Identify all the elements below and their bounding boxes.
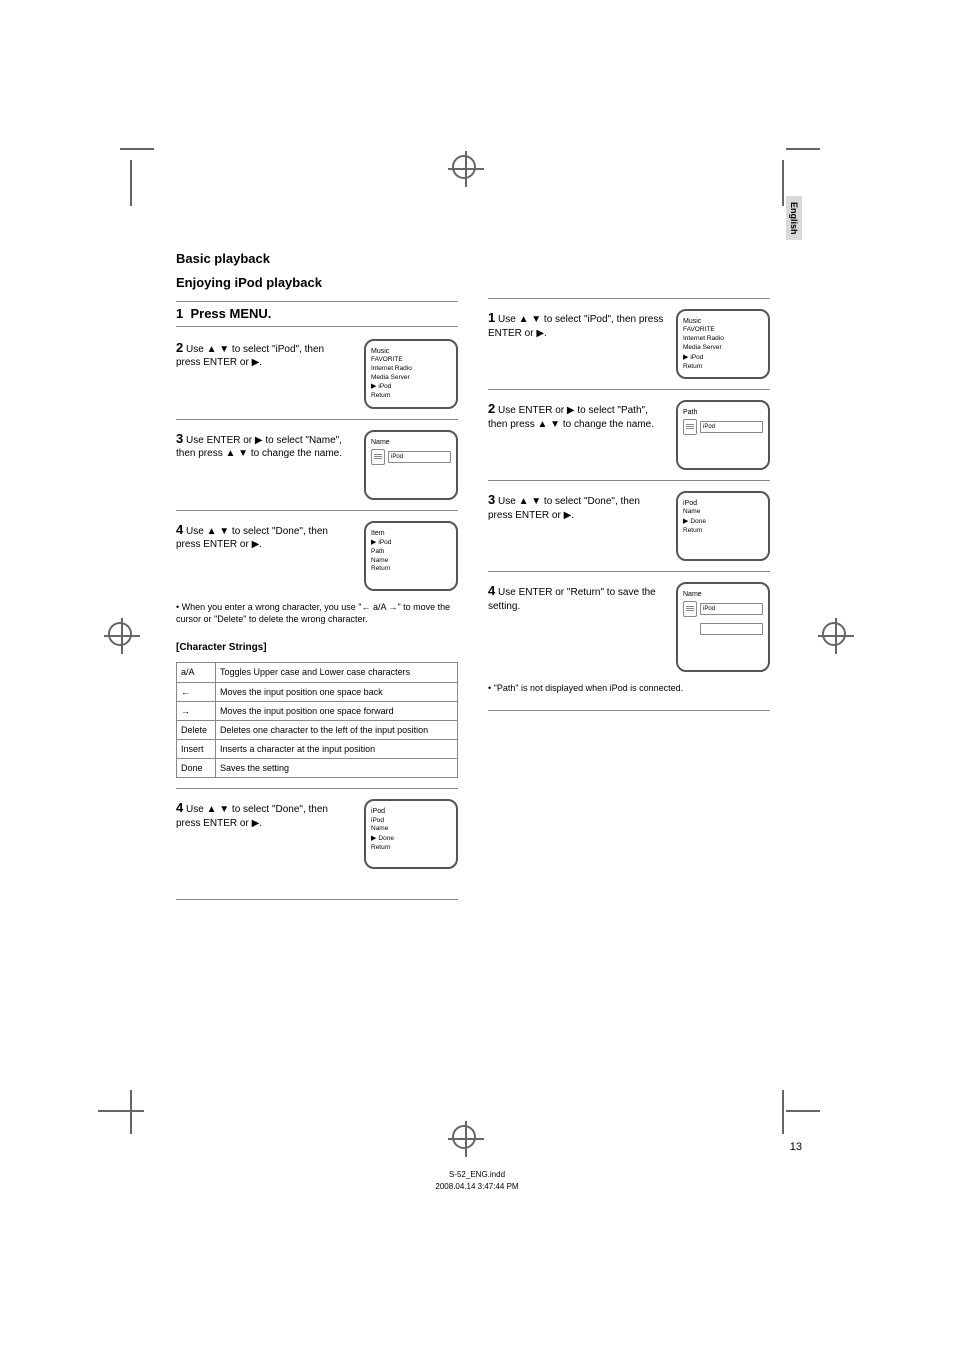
right-column: 1 Use ▲ ▼ to select "iPod", then press E… bbox=[488, 250, 770, 910]
keyboard-icon bbox=[683, 419, 697, 435]
screen-r4: Name iPod bbox=[676, 582, 770, 672]
r-step1: 1 Use ▲ ▼ to select "iPod", then press E… bbox=[488, 309, 770, 379]
step4-text-b: press ENTER or ▶. bbox=[176, 539, 262, 550]
registration-circle-bottom bbox=[452, 1125, 476, 1149]
r-step2-text: Use ENTER or ▶ to select "Path", then pr… bbox=[488, 405, 654, 430]
screen-name-input: Name iPod bbox=[364, 430, 458, 500]
language-tab-label: English bbox=[789, 202, 799, 235]
name-textbox: iPod bbox=[388, 451, 451, 463]
registration-circle-right bbox=[822, 622, 846, 646]
registration-circle-left bbox=[108, 622, 132, 646]
keyboard-icon bbox=[683, 601, 697, 617]
bottom-step-text: Use ▲ ▼ to select "Done", then press ENT… bbox=[176, 804, 328, 829]
footer-timestamp: 2008.04.14 3:47:44 PM bbox=[435, 1182, 518, 1191]
crop-mark-br-v bbox=[782, 1090, 784, 1134]
left-column: Basic playback Enjoying iPod playback 1 … bbox=[176, 250, 458, 910]
step4-text-a: Use ▲ ▼ to select "Done", then bbox=[186, 526, 328, 537]
note-wrong-char: • When you enter a wrong character, you … bbox=[176, 601, 458, 625]
page-number: 13 bbox=[790, 1141, 802, 1153]
crop-mark-tl-v bbox=[130, 160, 132, 206]
r-step4-text: Use ENTER or "Return" to save the settin… bbox=[488, 587, 656, 612]
step3-text-a: Use ENTER or ▶ to select "Name", bbox=[186, 435, 342, 446]
path-textbox: iPod bbox=[700, 421, 763, 433]
r-step3: 3 Use ▲ ▼ to select "Done", then press E… bbox=[488, 491, 770, 561]
page-footer-right: 13 bbox=[790, 1141, 802, 1153]
step3-text-b: then press ▲ ▼ to change the name. bbox=[176, 448, 342, 459]
crop-mark-br-h bbox=[786, 1110, 820, 1112]
screen-r1: Music FAVORITE Internet Radio Media Serv… bbox=[676, 309, 770, 379]
keyboard-icon bbox=[371, 449, 385, 465]
crop-mark-bl-v bbox=[130, 1090, 132, 1134]
heading-ipod: Enjoying iPod playback bbox=[176, 274, 458, 292]
screen-ipod-done: iPod iPod Name ▶Done Return bbox=[364, 799, 458, 869]
page-content: Basic playback Enjoying iPod playback 1 … bbox=[176, 250, 770, 910]
language-tab: English bbox=[786, 196, 802, 240]
crop-mark-tl-h bbox=[120, 148, 154, 150]
command-table: a/AToggles Upper case and Lower case cha… bbox=[176, 662, 458, 778]
footer-filename: S-52_ENG.indd bbox=[449, 1170, 505, 1179]
r-note: • "Path" is not displayed when iPod is c… bbox=[488, 682, 770, 694]
step4-number: 4 bbox=[176, 522, 183, 537]
step4-row: 4 Use ▲ ▼ to select "Done", then press E… bbox=[176, 521, 458, 591]
screen-r3: iPod Name ▶Done Return bbox=[676, 491, 770, 561]
r-step4: 4 Use ENTER or "Return" to save the sett… bbox=[488, 582, 770, 672]
step2-text-b: press ENTER or ▶. bbox=[176, 357, 262, 368]
bottom-step-row: 4 Use ▲ ▼ to select "Done", then press E… bbox=[176, 799, 458, 869]
step3-number: 3 bbox=[176, 431, 183, 446]
heading-basic-playback: Basic playback bbox=[176, 250, 458, 268]
step1-header: 1 Press MENU. bbox=[176, 301, 458, 327]
screen-item-menu: Item ▶iPod Path Name Return bbox=[364, 521, 458, 591]
step2-text-a: Use ▲ ▼ to select "iPod", then bbox=[186, 344, 324, 355]
screen-r2: Path iPod bbox=[676, 400, 770, 470]
r-step2: 2 Use ENTER or ▶ to select "Path", then … bbox=[488, 400, 770, 470]
crop-mark-bl-h bbox=[98, 1110, 144, 1112]
crop-mark-tr-v bbox=[782, 160, 784, 206]
table-caption: [Character Strings] bbox=[176, 641, 458, 655]
step3-row: 3 Use ENTER or ▶ to select "Name", then … bbox=[176, 430, 458, 500]
step2-number: 2 bbox=[176, 340, 183, 355]
screen-music-menu: Music FAVORITE Internet Radio Media Serv… bbox=[364, 339, 458, 409]
step2-row: 2 Use ▲ ▼ to select "iPod", then press E… bbox=[176, 339, 458, 409]
registration-circle-top bbox=[452, 155, 476, 179]
crop-mark-tr-h bbox=[786, 148, 820, 150]
r-step1-text: Use ▲ ▼ to select "iPod", then press ENT… bbox=[488, 314, 663, 339]
r-step3-text: Use ▲ ▼ to select "Done", then press ENT… bbox=[488, 496, 640, 521]
